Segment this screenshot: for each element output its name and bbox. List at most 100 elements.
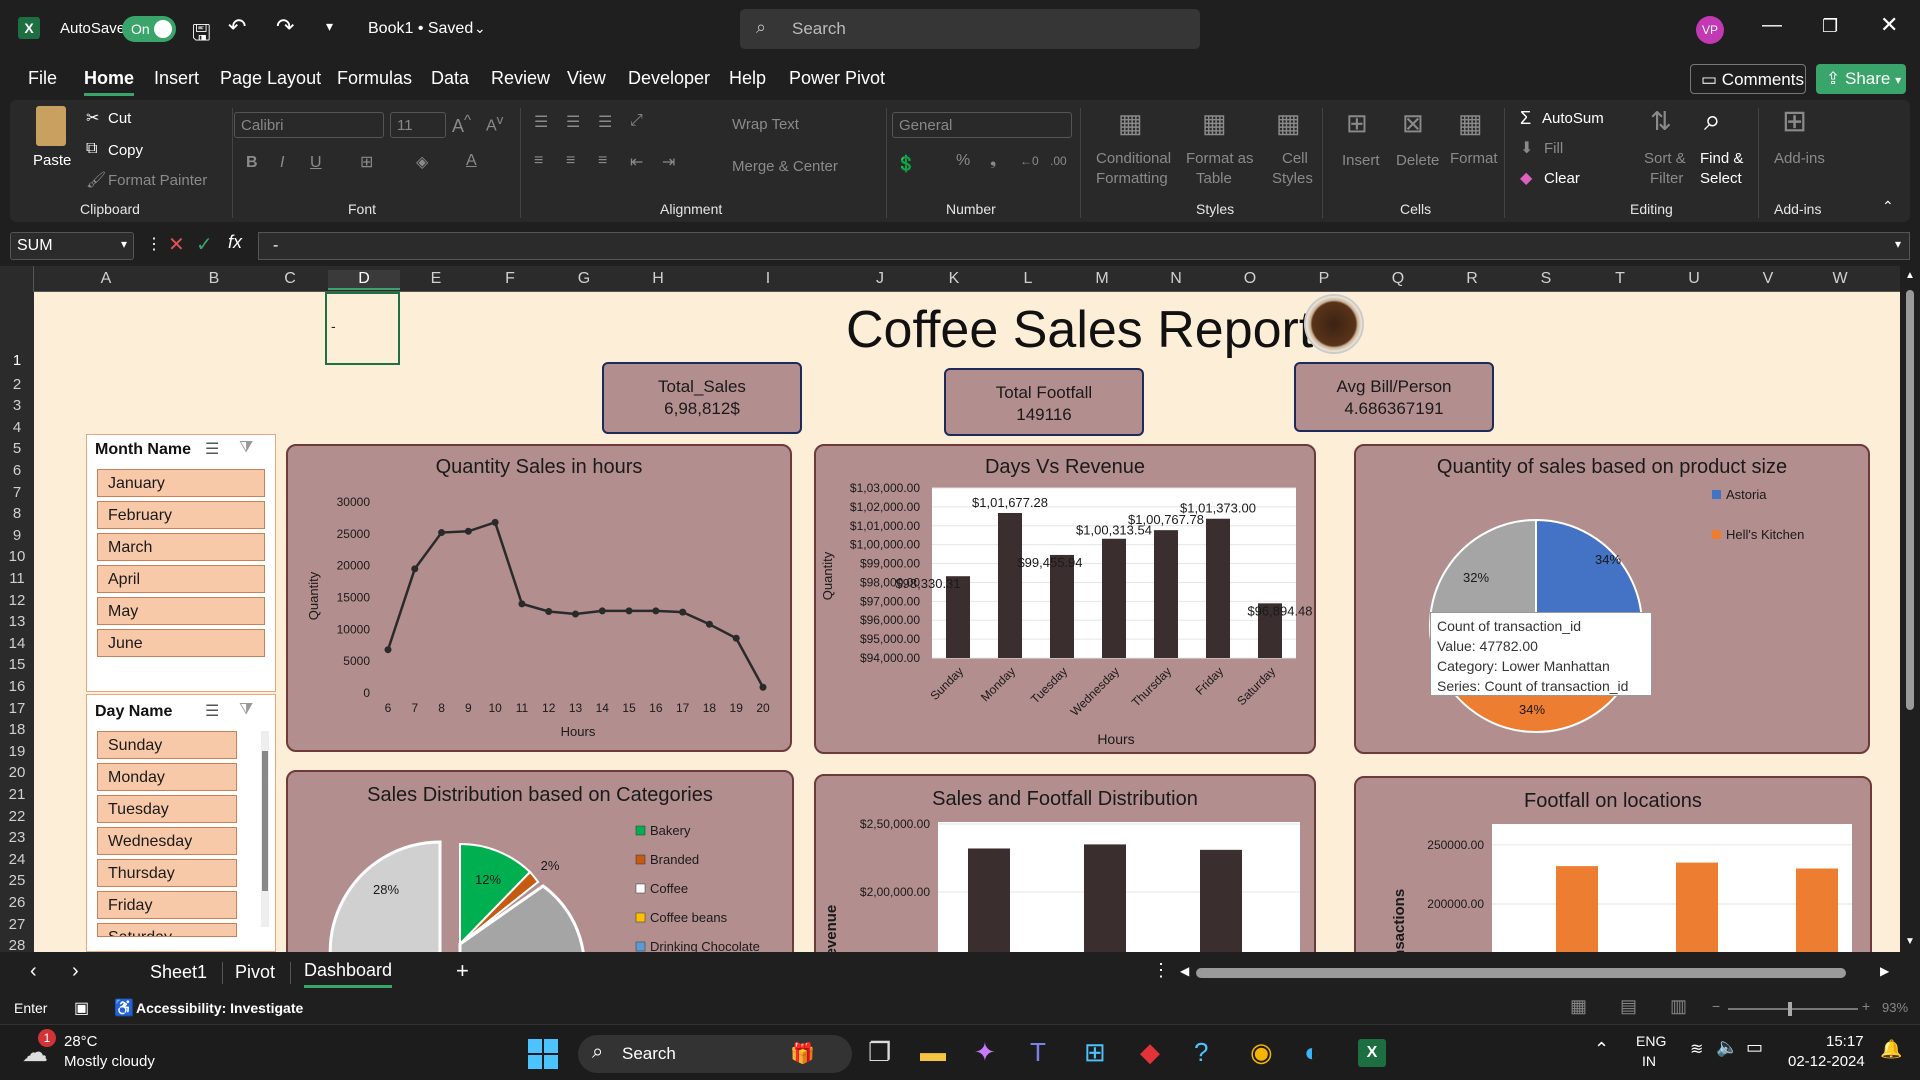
slicer-item[interactable]: Tuesday: [97, 795, 237, 823]
underline-icon[interactable]: U: [310, 154, 322, 171]
slicer-item[interactable]: Sunday: [97, 731, 237, 759]
row-header[interactable]: 12: [8, 591, 26, 609]
decrease-indent-icon[interactable]: ⇤: [630, 154, 644, 171]
zoom-slider-thumb[interactable]: [1788, 1002, 1792, 1016]
chart-quantity-hours[interactable]: Quantity Sales in hours 30000 25000 20000 1…: [286, 444, 792, 752]
comma-icon[interactable]: ❟: [990, 152, 997, 169]
language-2[interactable]: IN: [1642, 1053, 1656, 1069]
slicer-item[interactable]: February: [97, 501, 265, 529]
scroll-down-icon[interactable]: ▼: [1905, 936, 1915, 947]
tab-dashboard[interactable]: Dashboard: [304, 960, 393, 988]
fill-icon[interactable]: ⬇: [1520, 140, 1534, 157]
next-sheet-icon[interactable]: ›: [72, 960, 79, 982]
menu-file[interactable]: File: [28, 68, 58, 88]
battery-icon[interactable]: ▭: [1746, 1037, 1764, 1057]
menu-help[interactable]: Help: [729, 68, 767, 88]
slicer-item[interactable]: Wednesday: [97, 827, 237, 855]
chart-days-revenue[interactable]: Days Vs Revenue $1,03,000.00 $1,02,000.00…: [814, 444, 1316, 754]
autosum-button[interactable]: AutoSum: [1542, 110, 1604, 127]
slicer-scrollbar[interactable]: [261, 731, 269, 927]
row-header[interactable]: 23: [8, 829, 26, 847]
fill-color-icon[interactable]: ◈: [416, 154, 429, 171]
orientation-icon[interactable]: ⤢: [630, 112, 643, 129]
font-name-select[interactable]: Calibri: [234, 112, 384, 138]
row-header[interactable]: 25: [8, 872, 26, 890]
slicer-item[interactable]: March: [97, 533, 265, 561]
selected-cell-d1[interactable]: -: [325, 292, 400, 365]
language-1[interactable]: ENG: [1636, 1033, 1667, 1049]
add-ins-icon[interactable]: ⊞: [1782, 105, 1808, 138]
column-header[interactable]: G: [577, 270, 591, 287]
align-center-icon[interactable]: ≡: [566, 152, 576, 169]
row-header[interactable]: 11: [9, 570, 25, 587]
hscroll-right-icon[interactable]: ▶: [1880, 964, 1890, 978]
document-title[interactable]: Book1 • Saved: [368, 20, 474, 37]
select-all-corner[interactable]: [0, 266, 34, 292]
prev-sheet-icon[interactable]: ‹: [30, 960, 37, 982]
paste-icon[interactable]: [36, 106, 66, 146]
copilot-icon[interactable]: ✦: [974, 1037, 996, 1067]
column-header[interactable]: J: [876, 270, 884, 287]
menu-insert[interactable]: Insert: [154, 68, 200, 88]
task-view-icon[interactable]: ❐: [868, 1037, 892, 1067]
accessibility-status[interactable]: Accessibility: Investigate: [136, 1000, 304, 1016]
scissors-icon[interactable]: ✂: [86, 110, 100, 127]
scroll-thumb[interactable]: [1906, 290, 1914, 710]
format-cells-button[interactable]: Format: [1450, 150, 1498, 167]
autosum-icon[interactable]: Σ: [1520, 108, 1532, 128]
wrap-text-button[interactable]: Wrap Text: [732, 116, 799, 133]
expand-formula-icon[interactable]: ▾: [1894, 237, 1901, 251]
menu-page-layout[interactable]: Page Layout: [220, 68, 322, 88]
menu-formulas[interactable]: Formulas: [337, 68, 413, 88]
column-header[interactable]: N: [1170, 270, 1182, 287]
slicer-item[interactable]: Thursday: [97, 859, 237, 887]
slicer-item[interactable]: Saturday: [97, 923, 237, 937]
magnifier-icon[interactable]: ⌕: [1704, 104, 1721, 137]
format-as-table-icon[interactable]: ▦: [1202, 108, 1227, 138]
sort-filter-button[interactable]: Sort &: [1644, 150, 1686, 167]
volume-icon[interactable]: 🔈: [1716, 1037, 1739, 1057]
add-sheet-icon[interactable]: +: [456, 958, 469, 983]
show-hidden-icons[interactable]: ⌃: [1594, 1039, 1610, 1059]
start-button[interactable]: [528, 1039, 558, 1069]
insert-function-icon[interactable]: fx: [228, 232, 243, 252]
format-as-table-label[interactable]: Format as: [1186, 150, 1254, 167]
clock-time[interactable]: 15:17: [1826, 1033, 1864, 1050]
slicer-item[interactable]: May: [97, 597, 265, 625]
increase-indent-icon[interactable]: ⇥: [662, 154, 676, 171]
row-header[interactable]: 18: [8, 721, 26, 739]
cell-styles-label[interactable]: Cell: [1282, 150, 1308, 167]
font-size-select[interactable]: 11: [390, 112, 446, 138]
align-bottom-icon[interactable]: ☰: [598, 114, 613, 131]
delete-cells-button[interactable]: Delete: [1396, 152, 1440, 169]
align-middle-icon[interactable]: ☰: [566, 114, 581, 131]
multi-select-icon[interactable]: ☰: [205, 703, 220, 720]
paste-button[interactable]: Paste: [33, 152, 72, 169]
align-right-icon[interactable]: ≡: [598, 152, 608, 169]
chart-footfall-locations[interactable]: Footfall on locations 250000.00 200000.00…: [1354, 776, 1872, 952]
tab-pivot[interactable]: Pivot: [235, 962, 276, 982]
row-header[interactable]: 3: [12, 397, 22, 415]
column-header[interactable]: U: [1688, 270, 1700, 287]
row-header[interactable]: 1: [12, 352, 22, 369]
file-explorer-icon[interactable]: ▬: [920, 1037, 946, 1067]
column-header[interactable]: B: [208, 270, 220, 287]
row-header[interactable]: 27: [8, 915, 26, 933]
column-header[interactable]: L: [1023, 270, 1033, 287]
store-icon[interactable]: ⊞: [1084, 1037, 1106, 1067]
slicer-item[interactable]: Monday: [97, 763, 237, 791]
format-cells-icon[interactable]: ▦: [1458, 108, 1483, 138]
page-break-view-icon[interactable]: ▥: [1670, 996, 1688, 1016]
sort-filter-icon[interactable]: ⇅: [1650, 106, 1672, 136]
cell-styles-icon[interactable]: ▦: [1276, 108, 1301, 138]
column-header[interactable]: R: [1466, 270, 1478, 287]
row-header[interactable]: 10: [8, 548, 26, 566]
row-header[interactable]: 6: [12, 462, 22, 479]
clear-filter-icon[interactable]: ⧩: [239, 439, 254, 456]
row-header[interactable]: 4: [12, 418, 22, 436]
save-icon[interactable]: 🖫: [192, 20, 211, 45]
decrease-decimal-icon[interactable]: .00: [1050, 154, 1067, 168]
clear-filter-icon[interactable]: ⧩: [239, 701, 254, 718]
zoom-slider[interactable]: [1728, 1002, 1858, 1016]
column-header[interactable]: T: [1615, 270, 1625, 287]
